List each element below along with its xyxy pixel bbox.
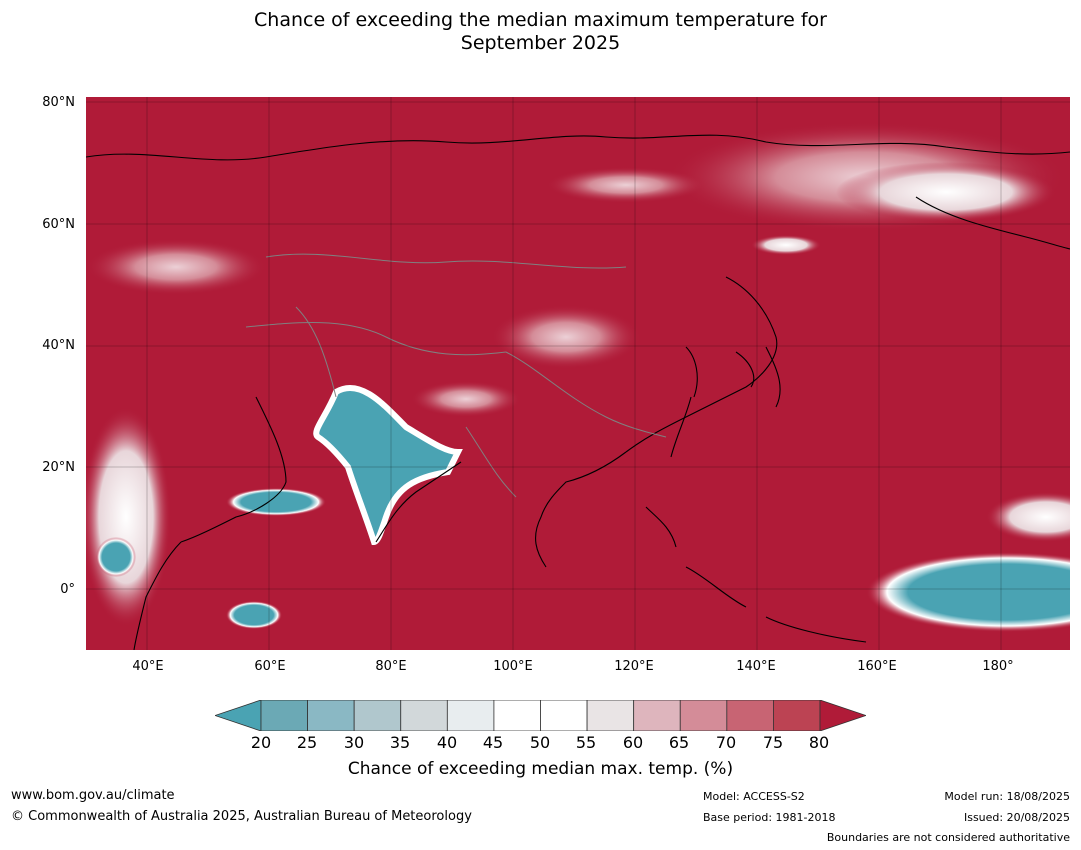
footer-base-period: Base period: 1981-2018 — [703, 811, 836, 824]
footer-copyright: © Commonwealth of Australia 2025, Austra… — [11, 809, 472, 824]
colorbar-tick-65: 65 — [668, 733, 690, 752]
country-borders — [245, 253, 667, 498]
colorbar-segment — [679, 700, 728, 731]
colorbar-tick-55: 55 — [575, 733, 597, 752]
colorbar — [215, 700, 866, 731]
zone-okhotsk — [751, 235, 821, 255]
colorbar-tick-60: 60 — [622, 733, 644, 752]
colorbar-tick-40: 40 — [436, 733, 458, 752]
colorbar-tick-50: 50 — [529, 733, 551, 752]
zone-west-pacific — [866, 552, 1070, 632]
colorbar-segments — [260, 700, 821, 731]
footer-disclaimer: Boundaries are not considered authoritat… — [826, 831, 1070, 844]
footer-model: Model: ACCESS-S2 — [703, 790, 805, 803]
colorbar-segment — [400, 700, 448, 731]
title-line-1: Chance of exceeding the median maximum t… — [254, 9, 827, 31]
lon-label-120e: 120°E — [614, 659, 654, 674]
lon-label-180: 180° — [982, 659, 1014, 674]
colorbar-segment — [493, 700, 541, 731]
zone-pacific-white — [986, 492, 1070, 542]
zone-east-africa — [96, 537, 136, 577]
colorbar-segment — [633, 700, 681, 731]
zone-india — [313, 384, 463, 546]
colorbar-segment — [446, 700, 495, 731]
title-line-2: September 2025 — [460, 32, 621, 54]
lat-label-60n: 60°N — [42, 217, 75, 232]
colorbar-segment — [307, 700, 355, 731]
lon-label-40e: 40°E — [132, 659, 164, 674]
zone-indian-ocean — [226, 601, 282, 629]
coastlines — [86, 134, 1070, 650]
colorbar-under-arrow — [215, 700, 262, 731]
zone-north-siberia — [546, 167, 706, 203]
footer-url[interactable]: www.bom.gov.au/climate — [11, 788, 175, 803]
zone-west-russia — [86, 239, 266, 295]
colorbar-segment — [260, 700, 308, 731]
colorbar-tick-70: 70 — [715, 733, 737, 752]
lon-label-80e: 80°E — [375, 659, 407, 674]
lon-label-60e: 60°E — [254, 659, 286, 674]
colorbar-tick-20: 20 — [250, 733, 272, 752]
colorbar-segment — [726, 700, 774, 731]
colorbar-segment — [540, 700, 588, 731]
graticule — [86, 97, 1070, 650]
lat-label-20n: 20°N — [42, 460, 75, 475]
colorbar-tick-75: 75 — [762, 733, 784, 752]
lon-label-160e: 160°E — [857, 659, 897, 674]
colorbar-over-arrow — [819, 700, 866, 731]
colorbar-tick-35: 35 — [389, 733, 411, 752]
colorbar-label: Chance of exceeding median max. temp. (%… — [347, 759, 734, 779]
lon-label-100e: 100°E — [493, 659, 533, 674]
colorbar-tick-30: 30 — [343, 733, 365, 752]
footer-issued: Issued: 20/08/2025 — [963, 811, 1070, 824]
colorbar-segment — [353, 700, 402, 731]
map-title: Chance of exceeding the median maximum t… — [0, 9, 1081, 55]
colorbar-tick-80: 80 — [808, 733, 830, 752]
zone-tibet — [411, 381, 521, 417]
zone-arabian-sea — [226, 488, 326, 516]
footer-model-run: Model run: 18/08/2025 — [944, 790, 1070, 803]
zone-siberia-white — [836, 162, 1056, 222]
probability-map — [86, 97, 1070, 650]
colorbar-segment — [773, 700, 821, 731]
lat-label-80n: 80°N — [42, 95, 75, 110]
zone-central-china — [491, 305, 641, 369]
lon-label-140e: 140°E — [736, 659, 776, 674]
colorbar-segment — [586, 700, 635, 731]
colorbar-tick-25: 25 — [296, 733, 318, 752]
lat-label-40n: 40°N — [42, 338, 75, 353]
colorbar-tick-45: 45 — [482, 733, 504, 752]
lat-label-0: 0° — [60, 582, 75, 597]
map-svg — [86, 97, 1070, 650]
